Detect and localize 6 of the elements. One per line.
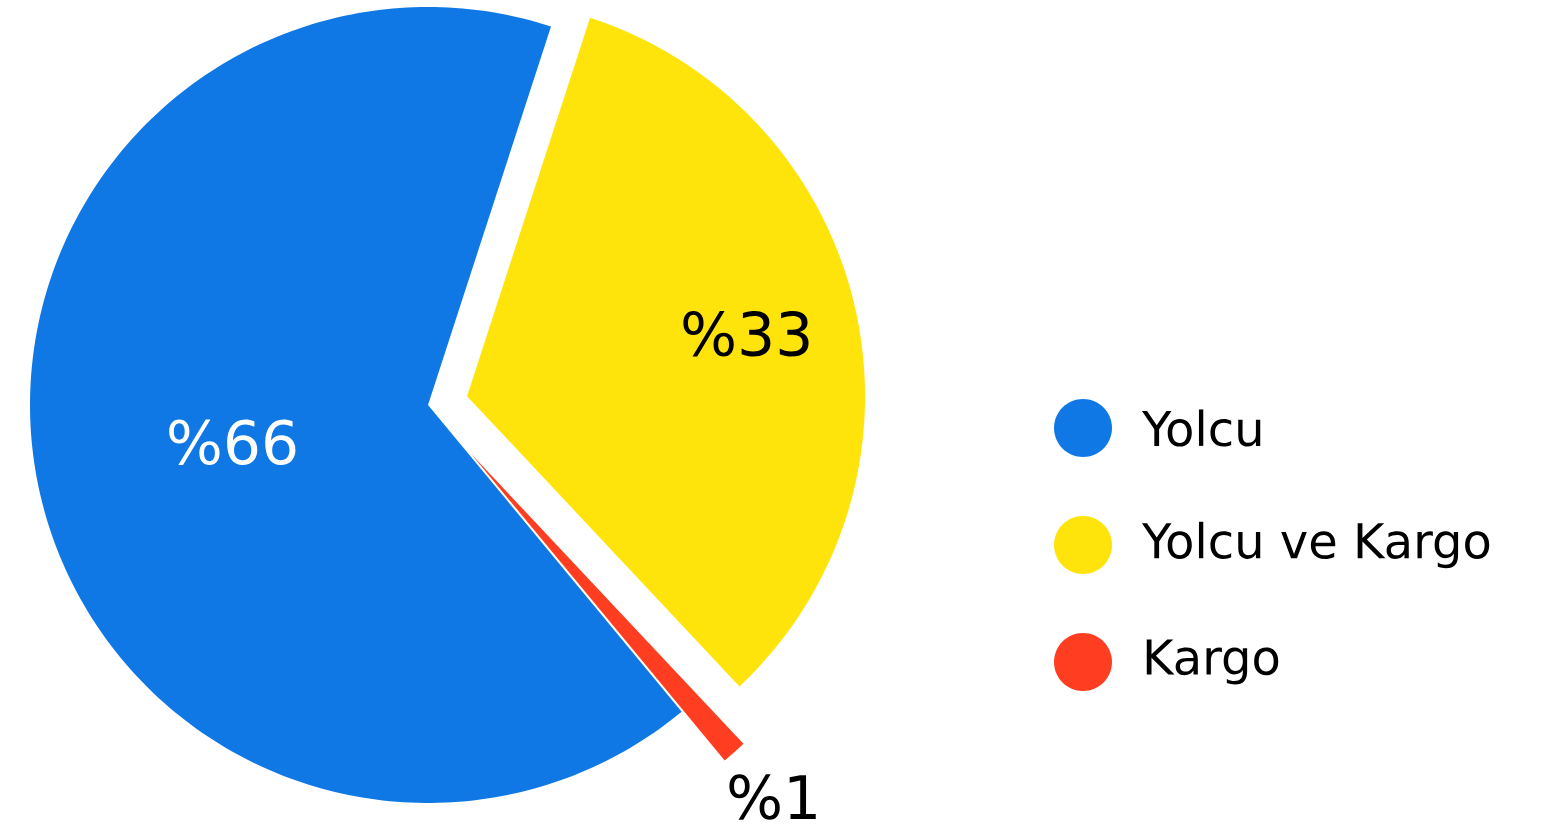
legend-label: Yolcu ve Kargo — [1141, 521, 1490, 569]
data-label: %33 — [683, 311, 809, 357]
data-label: %66 — [169, 419, 296, 465]
legend-label: Yolcu — [1141, 409, 1261, 447]
data-label: %1 — [729, 774, 816, 820]
legend-label: Kargo — [1146, 639, 1279, 685]
